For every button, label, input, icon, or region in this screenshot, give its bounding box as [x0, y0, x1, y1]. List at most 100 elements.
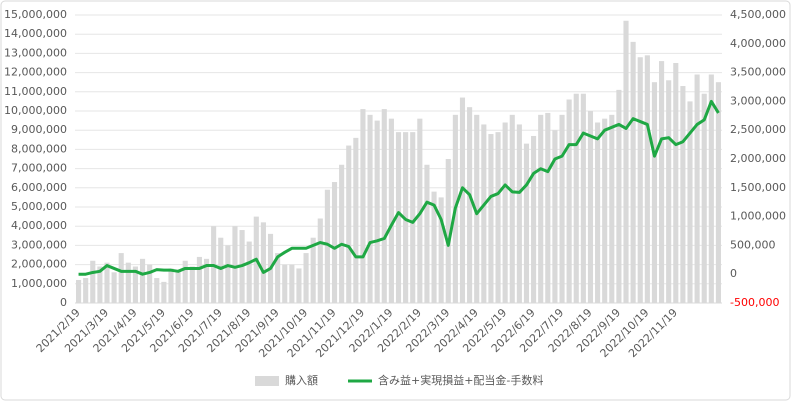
bar [552, 130, 558, 303]
bar [232, 226, 238, 303]
bar [509, 114, 515, 303]
bar [424, 164, 430, 303]
bar [310, 237, 316, 303]
bar [445, 159, 451, 303]
bar [154, 278, 160, 303]
y2-tick-label: 1,000,000 [730, 210, 786, 223]
bar [168, 268, 174, 303]
bar [659, 61, 665, 303]
bar [516, 124, 522, 303]
bar [75, 279, 82, 303]
bar [225, 245, 231, 303]
bar [203, 258, 210, 303]
legend-label: 含み益+実現損益+配当金-手数料 [378, 373, 543, 387]
bar [303, 253, 309, 303]
bar [502, 122, 508, 304]
y-tick-label: 6,000,000 [11, 181, 67, 194]
bar [715, 82, 722, 303]
bar [417, 118, 423, 304]
y-tick-label: 0 [60, 296, 67, 309]
bar [680, 86, 686, 303]
bar [587, 111, 594, 303]
bar [673, 63, 679, 303]
bar [161, 281, 167, 303]
bar [339, 164, 345, 303]
bar [282, 264, 288, 303]
legend-label: 購入額 [285, 373, 318, 387]
y-tick-label: 15,000,000 [4, 8, 67, 21]
bar [495, 132, 501, 303]
bar [438, 197, 444, 303]
bar [609, 114, 615, 303]
bar [353, 137, 359, 303]
y2-tick-label: 2,000,000 [730, 152, 786, 165]
bar [651, 82, 658, 303]
bar [381, 109, 387, 303]
bar [132, 266, 138, 303]
bar [459, 97, 466, 303]
bar [566, 99, 572, 303]
bar [616, 89, 622, 303]
bar [118, 253, 124, 303]
bar [317, 218, 323, 303]
bar [623, 20, 629, 303]
bar [630, 41, 636, 303]
bar [104, 262, 110, 303]
bar [481, 124, 487, 303]
bar [488, 134, 494, 303]
bar [97, 266, 103, 303]
y2-tick-label: -500,000 [730, 296, 779, 309]
y2-tick-label: 0 [730, 267, 737, 280]
y-tick-label: 5,000,000 [11, 200, 67, 213]
y-tick-label: 2,000,000 [11, 258, 67, 271]
bar [708, 74, 714, 304]
bar [83, 278, 89, 303]
bar [324, 189, 330, 303]
bar [260, 222, 266, 303]
bar [139, 258, 146, 303]
y2-tick-label: 3,500,000 [730, 66, 786, 79]
y-tick-label: 1,000,000 [11, 277, 67, 290]
y2-tick-label: 3,000,000 [730, 94, 786, 107]
y2-tick-label: 2,500,000 [730, 123, 786, 136]
bar [275, 253, 281, 303]
bar [346, 145, 352, 303]
y-tick-label: 7,000,000 [11, 162, 67, 175]
bar [694, 74, 700, 304]
bar [467, 107, 473, 303]
bar [595, 122, 601, 304]
bar [175, 270, 181, 303]
bar [573, 93, 579, 303]
y2-tick-label: 4,500,000 [730, 8, 786, 21]
bar [246, 241, 252, 303]
bar [367, 114, 373, 303]
y-tick-label: 13,000,000 [4, 46, 67, 59]
bar [545, 112, 551, 303]
bar [125, 262, 131, 303]
bar [687, 101, 693, 304]
y-tick-label: 8,000,000 [11, 142, 67, 155]
y2-tick-label: 500,000 [730, 238, 776, 251]
bar [580, 93, 586, 303]
bar [147, 264, 153, 303]
bar [189, 266, 195, 303]
legend-swatch [255, 376, 279, 386]
y-tick-label: 9,000,000 [11, 123, 67, 136]
bar [111, 272, 117, 303]
y-tick-label: 3,000,000 [11, 238, 67, 251]
y2-tick-label: 4,000,000 [730, 37, 786, 50]
bar [90, 260, 96, 303]
bar [218, 237, 224, 303]
bar [523, 143, 530, 303]
y-tick-label: 12,000,000 [4, 66, 67, 79]
y-tick-label: 14,000,000 [4, 27, 67, 40]
bar [410, 132, 416, 303]
line [78, 99, 720, 276]
bar [289, 264, 295, 303]
bar [644, 55, 650, 303]
bar [538, 114, 544, 303]
bar [296, 268, 302, 303]
y-tick-label: 10,000,000 [4, 104, 67, 117]
bar [395, 132, 402, 303]
